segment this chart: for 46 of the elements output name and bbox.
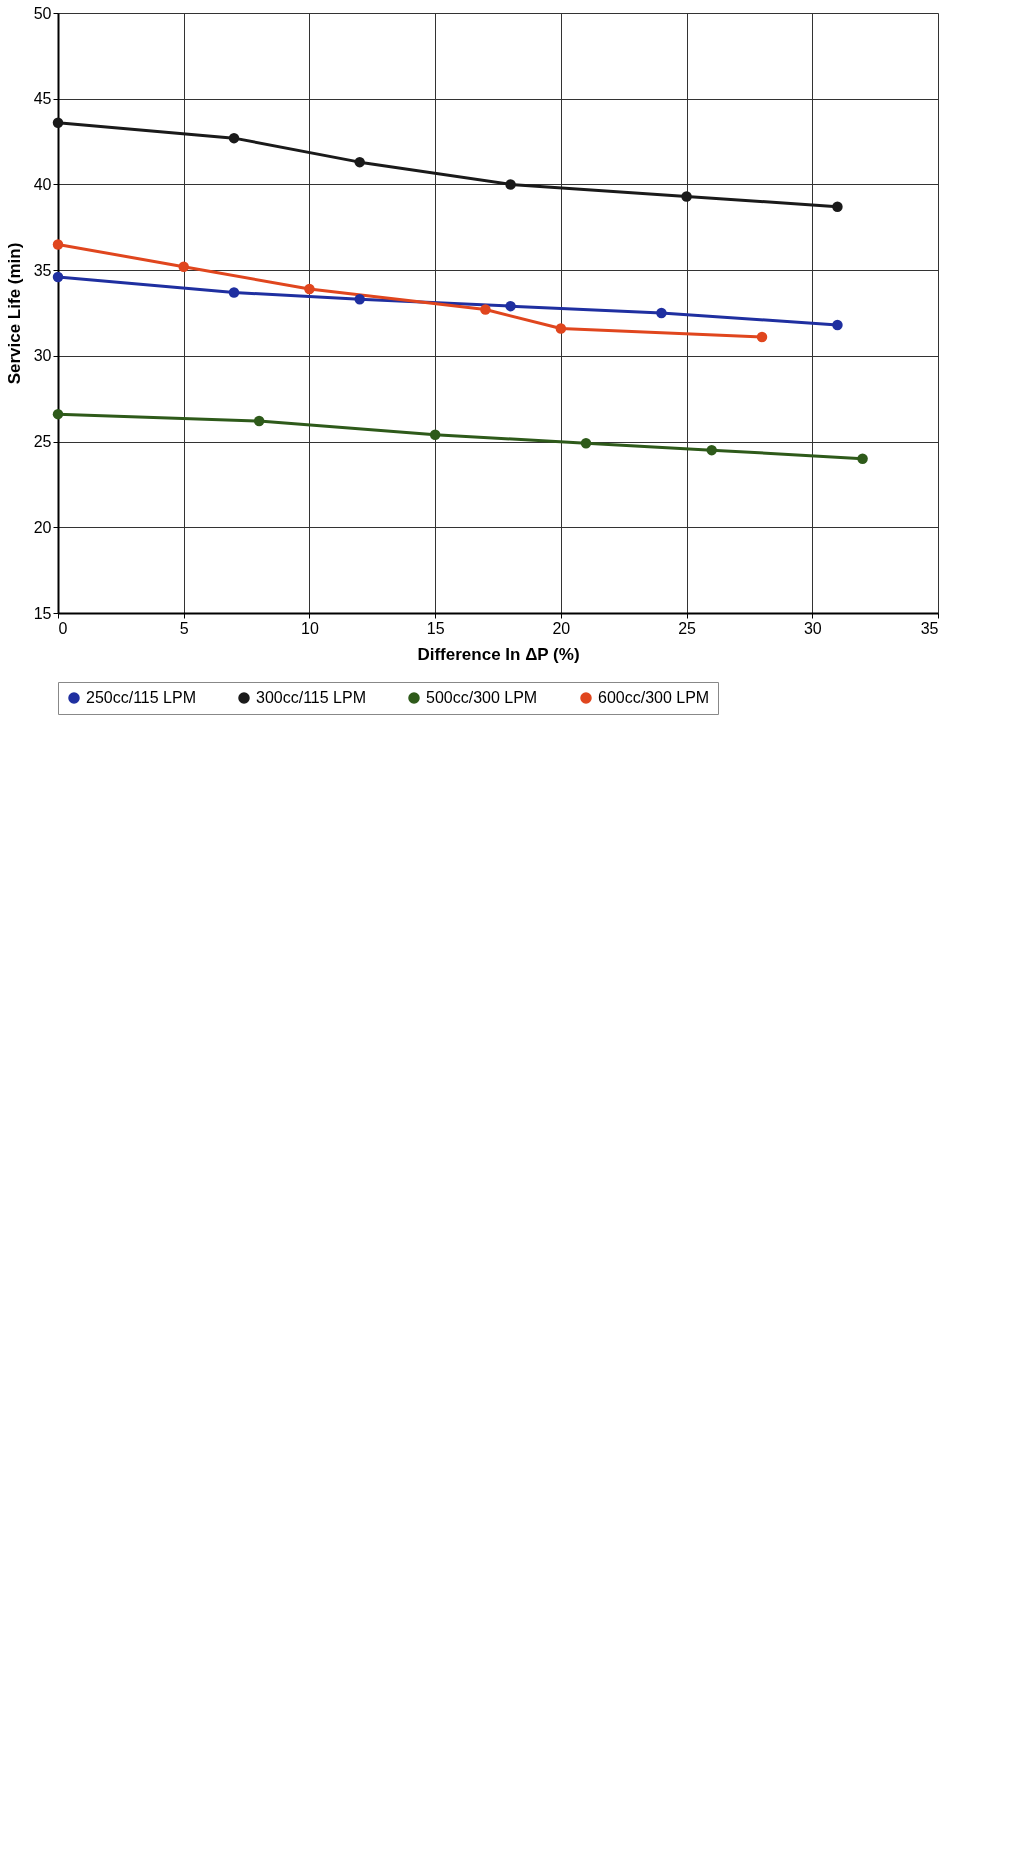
y-tick-label: 30 bbox=[33, 347, 52, 365]
point bbox=[354, 294, 365, 305]
y-tick-label: 25 bbox=[33, 433, 52, 451]
point bbox=[706, 444, 717, 456]
point bbox=[52, 239, 64, 250]
point bbox=[580, 438, 592, 449]
x-tick-label: 15 bbox=[426, 619, 445, 637]
point bbox=[429, 429, 441, 440]
y-tick-label: 50 bbox=[33, 4, 52, 22]
point bbox=[656, 307, 667, 319]
x-tick-label: 0 bbox=[58, 619, 68, 637]
point bbox=[253, 415, 265, 427]
x-tick-label: 25 bbox=[678, 619, 697, 637]
point bbox=[354, 156, 365, 168]
point bbox=[480, 304, 491, 315]
point bbox=[832, 201, 843, 212]
point bbox=[52, 117, 64, 128]
x-tick-label: 10 bbox=[301, 619, 319, 637]
y-axis-title: Service Life (min) bbox=[4, 242, 24, 385]
x-tick-label: 20 bbox=[552, 619, 571, 637]
legend-label: 600cc/300 LPM bbox=[598, 689, 710, 706]
point bbox=[304, 283, 315, 295]
point bbox=[505, 300, 516, 312]
x-tick-label: 30 bbox=[803, 619, 822, 637]
point bbox=[52, 271, 64, 283]
point bbox=[52, 408, 64, 420]
point bbox=[505, 179, 516, 190]
point bbox=[228, 287, 240, 298]
x-axis-title: Difference In ΔP (%) bbox=[417, 644, 580, 664]
point bbox=[756, 331, 768, 343]
y-tick-label: 20 bbox=[33, 518, 52, 536]
point bbox=[555, 323, 567, 334]
legend-label: 300cc/115 LPM bbox=[256, 689, 366, 706]
y-tick-label: 45 bbox=[33, 90, 52, 108]
point bbox=[228, 132, 240, 144]
x-tick-label: 5 bbox=[179, 619, 189, 637]
y-tick-label: 15 bbox=[33, 604, 52, 622]
legend-label: 500cc/300 LPM bbox=[426, 689, 538, 706]
point bbox=[178, 261, 189, 272]
x-tick-label: 35 bbox=[920, 619, 939, 637]
y-tick-label: 40 bbox=[33, 175, 52, 193]
legend-label: 250cc/115 LPM bbox=[86, 689, 196, 706]
y-tick-label: 35 bbox=[33, 261, 52, 279]
point bbox=[681, 191, 692, 202]
point bbox=[832, 319, 843, 331]
point bbox=[857, 453, 868, 464]
